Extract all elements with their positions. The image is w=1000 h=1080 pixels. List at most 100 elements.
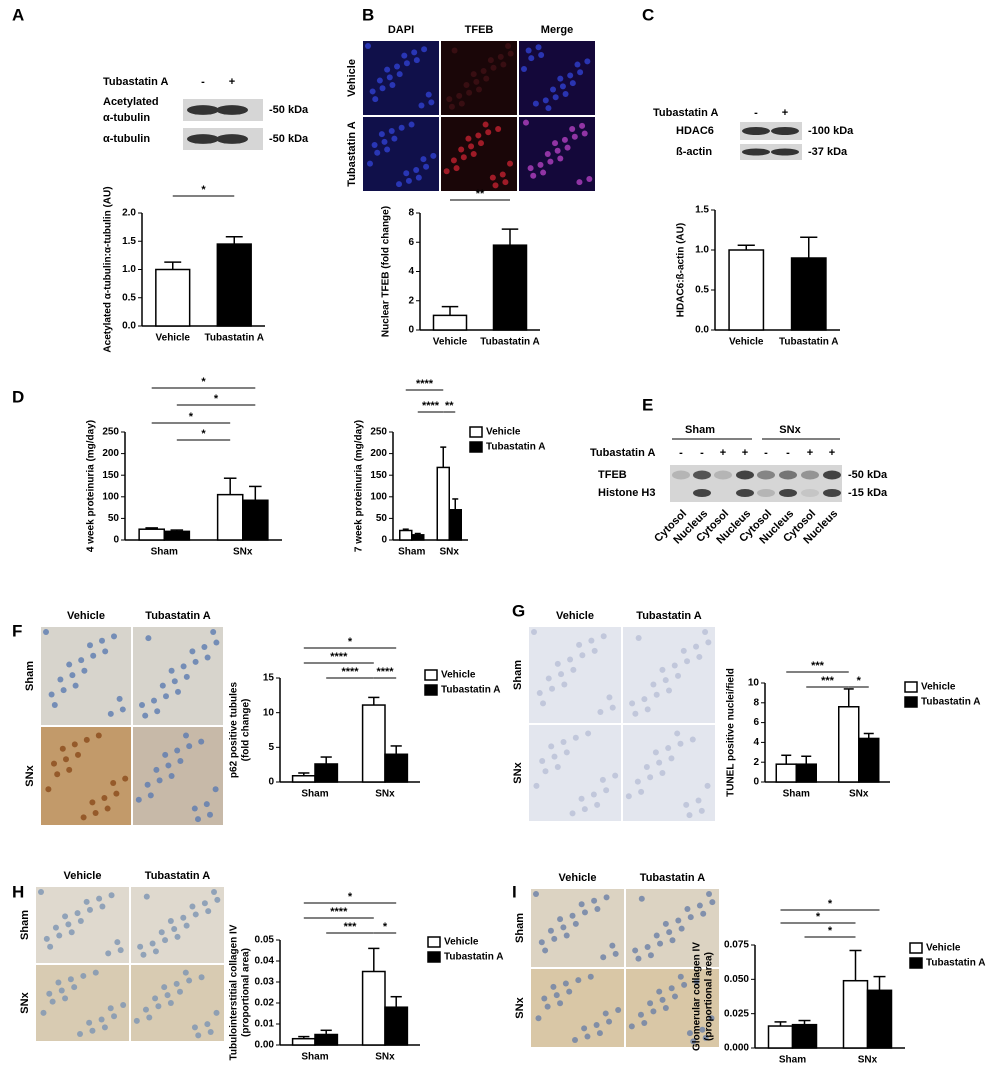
cell bbox=[77, 1031, 84, 1038]
x-tick-label: Sham bbox=[779, 1055, 806, 1066]
cell bbox=[58, 987, 65, 994]
cell bbox=[591, 647, 598, 654]
column-label: Tubastatin A bbox=[640, 872, 705, 884]
blot-band bbox=[771, 148, 799, 156]
cell bbox=[394, 63, 401, 70]
treatment-sign: - bbox=[679, 447, 683, 459]
panel-letter: I bbox=[512, 882, 517, 901]
cell bbox=[173, 980, 180, 987]
bar bbox=[216, 493, 244, 541]
cell bbox=[192, 911, 199, 918]
cell bbox=[430, 152, 437, 159]
y-tick-label: 250 bbox=[370, 427, 387, 438]
blot-band bbox=[771, 127, 799, 135]
column-label: Tubastatin A bbox=[636, 610, 701, 622]
x-tick-label: Sham bbox=[151, 547, 178, 558]
y-tick-label: 0 bbox=[753, 777, 759, 788]
cell bbox=[635, 955, 642, 962]
bar bbox=[138, 528, 166, 541]
cell bbox=[171, 678, 178, 685]
cell bbox=[104, 805, 111, 812]
cell bbox=[213, 639, 220, 646]
cell bbox=[547, 158, 554, 165]
x-tick-label: Tubastatin A bbox=[779, 337, 838, 348]
legend-label: Tubastatin A bbox=[926, 958, 985, 969]
cell bbox=[463, 82, 470, 89]
cell bbox=[569, 126, 576, 133]
cell bbox=[119, 706, 126, 713]
panel-letter: H bbox=[12, 882, 24, 901]
panel-letter: D bbox=[12, 387, 24, 406]
column-label: TFEB bbox=[465, 24, 494, 36]
cell bbox=[696, 653, 703, 660]
y-axis-label: Nuclear TFEB (fold change) bbox=[381, 206, 392, 337]
cell bbox=[609, 704, 616, 711]
cell bbox=[579, 122, 586, 129]
cell bbox=[90, 652, 97, 659]
blot-band bbox=[801, 489, 819, 497]
treatment-sign: - bbox=[700, 447, 704, 459]
cell bbox=[542, 947, 549, 954]
y-axis-label: 4 week proteinuria (mg/day) bbox=[86, 420, 97, 552]
cell bbox=[581, 130, 588, 137]
row-label: SNx bbox=[514, 996, 526, 1018]
cell bbox=[557, 75, 564, 82]
legend-label: Tubastatin A bbox=[486, 442, 545, 453]
cell bbox=[528, 55, 535, 62]
cell bbox=[561, 136, 568, 143]
bar bbox=[767, 1025, 794, 1049]
column-label: Vehicle bbox=[67, 610, 105, 622]
blot-row-label: α-tubulin bbox=[103, 133, 150, 145]
micrograph bbox=[623, 725, 715, 821]
cell bbox=[684, 658, 691, 665]
cell bbox=[189, 648, 196, 655]
column-label: Vehicle bbox=[559, 872, 597, 884]
cell bbox=[542, 768, 549, 775]
cell bbox=[149, 940, 156, 947]
bar bbox=[728, 249, 765, 331]
legend-label: Tubastatin A bbox=[441, 685, 500, 696]
cell bbox=[502, 179, 509, 186]
bar bbox=[314, 1033, 339, 1046]
cell bbox=[650, 681, 657, 688]
cell bbox=[107, 1005, 114, 1012]
row-label: Tubastatin A bbox=[346, 121, 358, 186]
cell bbox=[72, 682, 79, 689]
cell bbox=[428, 99, 435, 106]
cell bbox=[59, 745, 66, 752]
cell bbox=[146, 1014, 153, 1021]
cell bbox=[195, 1032, 202, 1039]
blot-band bbox=[823, 470, 841, 480]
bar bbox=[842, 979, 869, 1049]
cell bbox=[659, 666, 666, 673]
x-tick-label: Vehicle bbox=[433, 337, 468, 348]
y-tick-label: 4 bbox=[408, 266, 414, 277]
cell bbox=[656, 988, 663, 995]
y-tick-label: 1.0 bbox=[695, 245, 709, 256]
cell bbox=[677, 973, 684, 980]
y-tick-label: 15 bbox=[263, 673, 275, 684]
micrograph bbox=[133, 727, 223, 825]
cell bbox=[699, 1026, 706, 1033]
cell bbox=[562, 980, 569, 987]
blot-band bbox=[672, 470, 690, 480]
cell bbox=[641, 696, 648, 703]
blot-image bbox=[670, 484, 842, 502]
cell bbox=[552, 94, 559, 101]
cell bbox=[153, 766, 160, 773]
cell bbox=[66, 766, 73, 773]
cell bbox=[683, 801, 690, 808]
cell bbox=[625, 793, 632, 800]
y-tick-label: 0.05 bbox=[255, 935, 275, 946]
cell bbox=[483, 75, 490, 82]
cell bbox=[538, 51, 545, 58]
cell bbox=[572, 920, 579, 927]
y-tick-label: 50 bbox=[108, 513, 120, 524]
cell bbox=[490, 64, 497, 71]
y-tick-label: 2.0 bbox=[122, 208, 136, 219]
cell bbox=[686, 812, 693, 819]
cell bbox=[499, 171, 506, 178]
panel-letter: F bbox=[12, 621, 22, 640]
x-tick-label: Sham bbox=[783, 789, 810, 800]
cell bbox=[214, 896, 221, 903]
